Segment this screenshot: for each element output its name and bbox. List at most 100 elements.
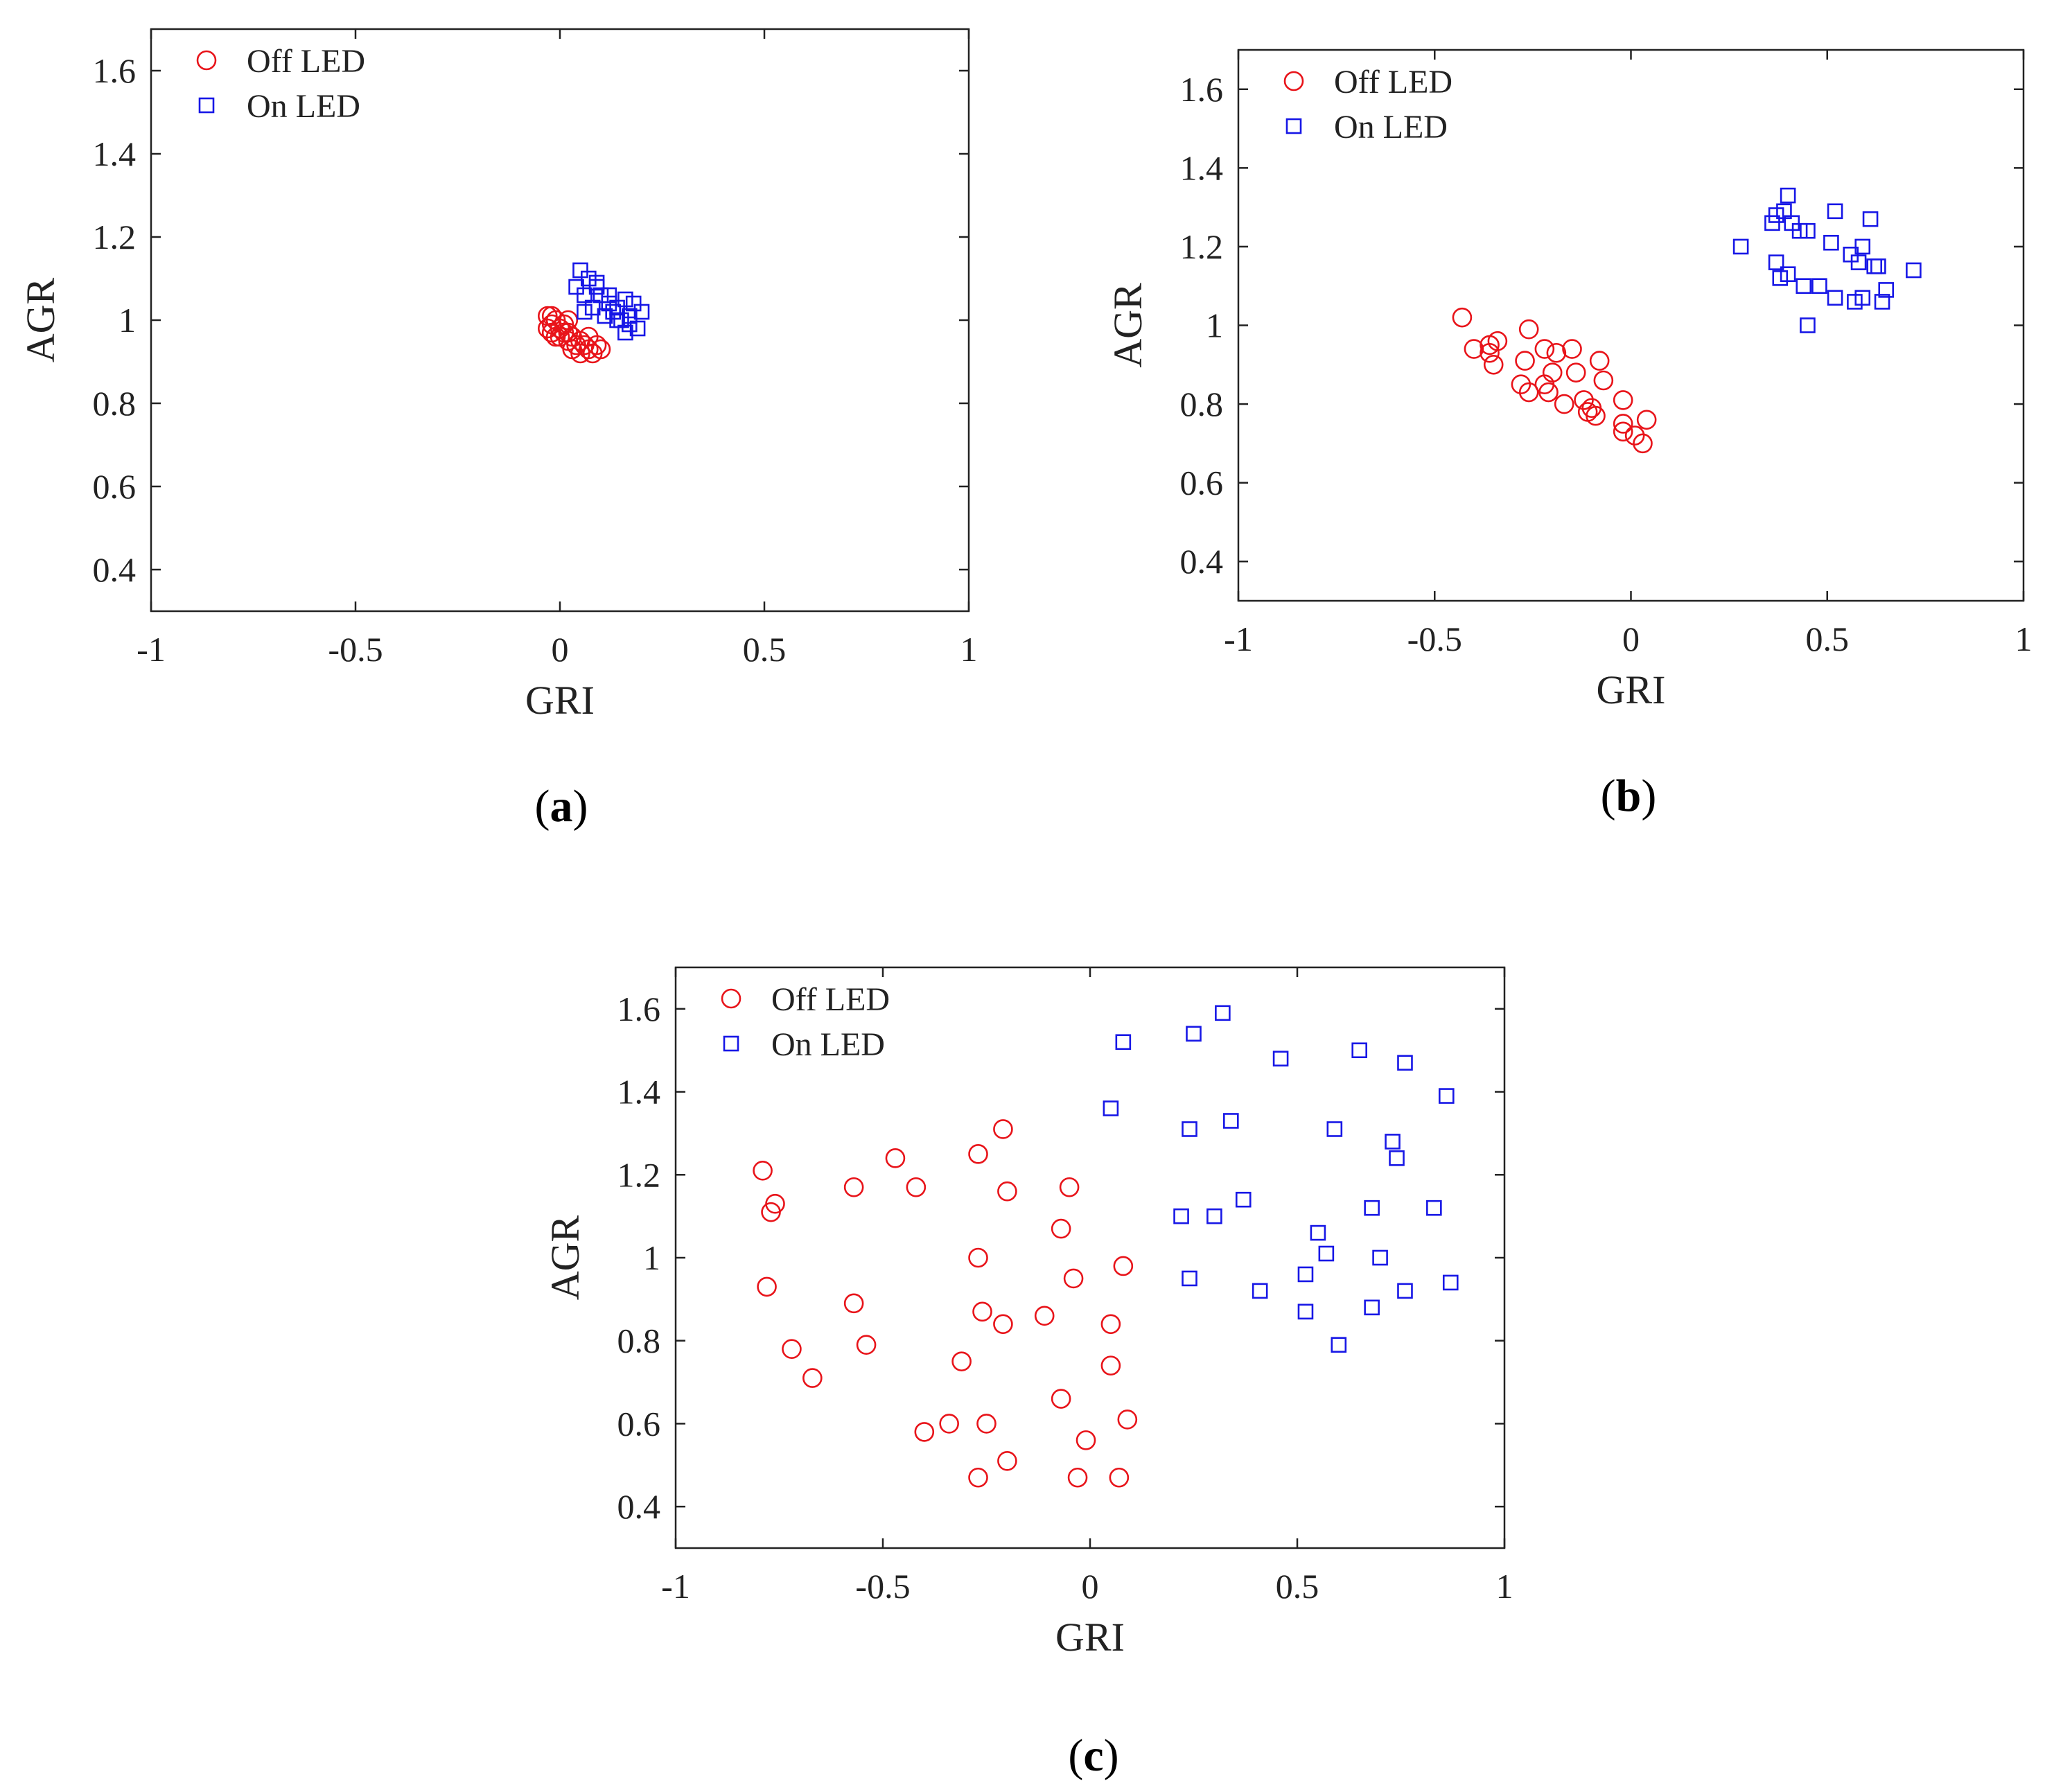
panel-c-off-led-point — [885, 1148, 906, 1168]
panel-c-ytick-label: 0.4 — [617, 1487, 661, 1526]
panel-c-off-led-point — [968, 1247, 988, 1268]
panel-c-off-led-point — [1051, 1218, 1071, 1239]
panel-c-on-led-point — [1351, 1042, 1367, 1059]
panel-a-off-led-point — [578, 326, 599, 347]
panel-c-off-led-point — [782, 1339, 802, 1359]
panel-b-off-led-point — [1636, 410, 1657, 430]
panel-c-off-led-point — [906, 1177, 927, 1197]
panel-a-xtick-label: -1 — [137, 630, 166, 669]
panel-c-off-led-point — [1034, 1306, 1055, 1326]
panel-b-off-led-point — [1613, 390, 1633, 410]
panel-c-xtick-label: 0 — [1082, 1567, 1099, 1606]
panel-a-legend-on-led-marker — [198, 97, 215, 114]
panel-c-on-led-point — [1297, 1303, 1314, 1320]
panel-a-xtick-label: 1 — [960, 630, 978, 669]
panel-b-off-led-point — [1511, 374, 1531, 394]
panel-c-chart: -1 -0.5 0 0.5 1 0.4 0.6 0.8 1 1.2 1.4 1.6 GRI AGR Off … — [543, 966, 1513, 1781]
panel-a-on-led-point — [605, 304, 622, 320]
panel-c-legend-on-led-marker — [723, 1035, 739, 1052]
panel-b-on-led-point — [1843, 246, 1859, 263]
panel-c-off-led-point — [976, 1414, 997, 1434]
panel-c-on-led-point — [1186, 1026, 1202, 1042]
panel-a-ytick-label: 1.6 — [93, 51, 137, 90]
panel-b-y-axis-title: AGR — [1105, 283, 1150, 368]
panel-c-off-led-point — [843, 1177, 864, 1197]
panel-c-on-led-point — [1331, 1337, 1347, 1353]
panel-a-on-led-point — [629, 320, 646, 337]
panel-b-on-led-point — [1827, 290, 1843, 306]
panel-b-ytick-label: 0.4 — [1180, 542, 1224, 581]
panel-b-off-led-point — [1546, 342, 1567, 363]
panel-b-on-led-point — [1791, 222, 1808, 239]
panel-b-on-led-point — [1732, 238, 1749, 255]
panel-a-on-led-point — [580, 270, 597, 287]
panel-c-on-led-point — [1389, 1150, 1405, 1166]
panel-b-on-led-point — [1776, 203, 1792, 220]
panel-c-on-led-point — [1103, 1100, 1119, 1116]
panel-a-off-led-point — [554, 322, 574, 343]
panel-b-x-axis-title: GRI — [1597, 667, 1666, 712]
panel-c-ytick-label: 1.4 — [617, 1073, 661, 1112]
panel-c-off-led-point — [993, 1314, 1013, 1335]
panel-b-ytick-label: 1.4 — [1180, 148, 1224, 187]
panel-b-xtick-label: -0.5 — [1407, 620, 1462, 658]
panel-c-on-led-point — [1206, 1208, 1222, 1224]
panel-a-xtick-label: -0.5 — [328, 630, 383, 669]
panel-c-off-led-point — [997, 1181, 1017, 1202]
panel-b-xtick-label: -1 — [1224, 620, 1253, 658]
panel-a-off-led-point — [570, 343, 590, 364]
panel-c-xtick-label: 1 — [1496, 1567, 1513, 1606]
panel-c-off-led-point — [1076, 1430, 1096, 1450]
panel-c-off-led-point — [802, 1368, 823, 1388]
panel-c-off-led-point — [856, 1335, 877, 1355]
panel-c-on-led-point — [1397, 1283, 1413, 1299]
panel-b-off-led-point — [1480, 342, 1500, 363]
panel-b-off-led-point — [1452, 307, 1473, 328]
panel-b-ytick-label: 0.8 — [1180, 385, 1224, 423]
panel-c-legend-off-led-marker — [721, 988, 741, 1009]
panel-a-legend-off-led-label: Off LED — [247, 43, 365, 80]
panel-b-ytick-label: 1.6 — [1180, 70, 1224, 109]
panel-b-ytick-label: 1 — [1206, 306, 1223, 345]
panel-c-x-axis-title: GRI — [1055, 1615, 1125, 1660]
panel-b-on-led-point — [1874, 294, 1890, 310]
panel-a-on-led-point — [577, 287, 592, 304]
panel-c-on-led-point — [1364, 1299, 1380, 1316]
panel-a-xtick-label: 0 — [552, 630, 569, 669]
panel-c-on-led-point — [1442, 1274, 1459, 1291]
panel-a-on-led-point — [621, 308, 638, 324]
panel-b-on-led-point — [1768, 254, 1784, 270]
panel-c-on-led-point — [1310, 1224, 1326, 1241]
panel-b-off-led-point — [1574, 390, 1594, 410]
panel-b-off-led-point — [1518, 319, 1539, 340]
panel-a-on-led-point — [592, 287, 609, 304]
panel-c-off-led-point — [968, 1144, 988, 1164]
panel-c-off-led-point — [968, 1467, 988, 1488]
panel-c-on-led-point — [1182, 1270, 1197, 1287]
panel-a-on-led-point — [601, 295, 617, 312]
panel-c-on-led-point — [1364, 1200, 1380, 1216]
panel-c-on-led-point — [1426, 1200, 1442, 1216]
panel-b-xtick-label: 0 — [1622, 620, 1640, 658]
panel-c-on-led-point — [1182, 1121, 1197, 1137]
panel-a-on-led-point — [617, 291, 633, 308]
panel-c-legend-on-led-label: On LED — [771, 1026, 885, 1063]
panel-c-xtick-label: 0.5 — [1276, 1567, 1319, 1606]
panel-a-on-led-point — [584, 299, 601, 316]
panel-b-xtick-label: 0.5 — [1806, 620, 1850, 658]
panel-b-on-led-point — [1780, 187, 1796, 204]
panel-c-on-led-point — [1223, 1113, 1239, 1129]
panel-c-off-led-point — [939, 1414, 959, 1434]
panel-b-on-led-point — [1800, 317, 1816, 333]
panel-c-xtick-label: -0.5 — [855, 1567, 910, 1606]
panel-b-on-led-point — [1850, 254, 1867, 270]
panel-c-off-led-point — [951, 1351, 972, 1371]
panel-b-off-led-point — [1542, 362, 1563, 383]
panel-a-on-led-point — [633, 304, 650, 320]
panel-c-on-led-point — [1115, 1034, 1132, 1051]
panel-b-off-led-point — [1586, 405, 1606, 426]
panel-c-on-led-point — [1173, 1208, 1189, 1224]
panel-b-on-led-point — [1780, 266, 1796, 282]
panel-b-ytick-label: 0.6 — [1180, 464, 1224, 502]
panel-a-ytick-label: 0.4 — [93, 550, 137, 589]
